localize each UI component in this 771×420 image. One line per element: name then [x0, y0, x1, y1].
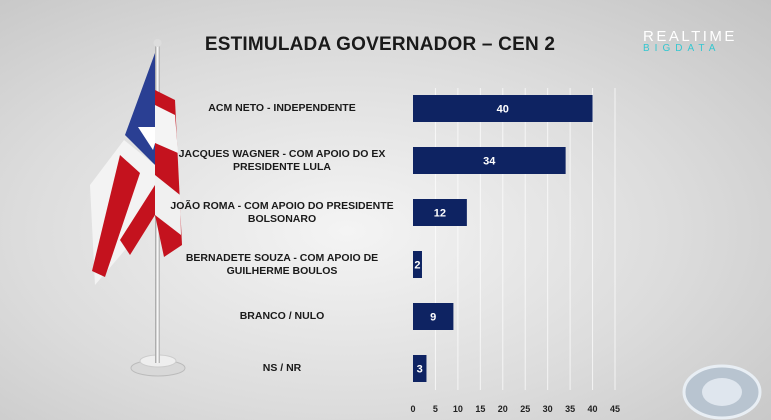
bar-value-label: 34	[483, 156, 496, 168]
x-tick-label: 25	[520, 404, 530, 414]
bar	[413, 303, 454, 330]
bar	[413, 147, 566, 174]
x-tick-label: 0	[410, 404, 415, 414]
category-label: JOÃO ROMA - COM APOIO DO PRESIDENTE BOLS…	[170, 199, 394, 225]
x-tick-label: 15	[475, 404, 485, 414]
x-tick-label: 5	[433, 404, 438, 414]
x-tick-label: 20	[498, 404, 508, 414]
chart-title: ESTIMULADA GOVERNADOR – CEN 2	[204, 34, 556, 55]
x-tick-label: 35	[565, 404, 575, 414]
logo-line2: BIGDATA	[643, 43, 721, 54]
x-tick-label: 10	[453, 404, 463, 414]
category-label: ACM NETO - INDEPENDENTE	[208, 102, 356, 114]
bar	[413, 355, 427, 382]
bar	[413, 251, 422, 278]
category-label: NS / NR	[262, 362, 302, 374]
x-tick-label: 45	[610, 404, 620, 414]
record-tv-logo	[682, 364, 762, 420]
bar	[413, 199, 467, 226]
category-label: BRANCO / NULO	[239, 310, 325, 322]
bar-value-label: 12	[434, 208, 446, 220]
bahia-flag-image	[90, 39, 186, 377]
bar-value-label: 40	[497, 104, 509, 116]
x-tick-label: 40	[588, 404, 598, 414]
bar	[413, 95, 593, 122]
category-label: BERNADETE SOUZA - COM APOIO DE GUILHERME…	[185, 251, 379, 277]
bar-value-label: 9	[430, 312, 436, 324]
x-tick-label: 30	[543, 404, 553, 414]
bar-value-label: 3	[417, 364, 423, 376]
logo-line1: REALTIME	[643, 28, 737, 45]
category-label: JACQUES WAGNER - COM APOIO DO EX PRESIDE…	[178, 147, 386, 173]
bar-value-label: 2	[414, 260, 420, 272]
realtime-bigdata-logo: REALTIME BIGDATA	[643, 28, 737, 54]
